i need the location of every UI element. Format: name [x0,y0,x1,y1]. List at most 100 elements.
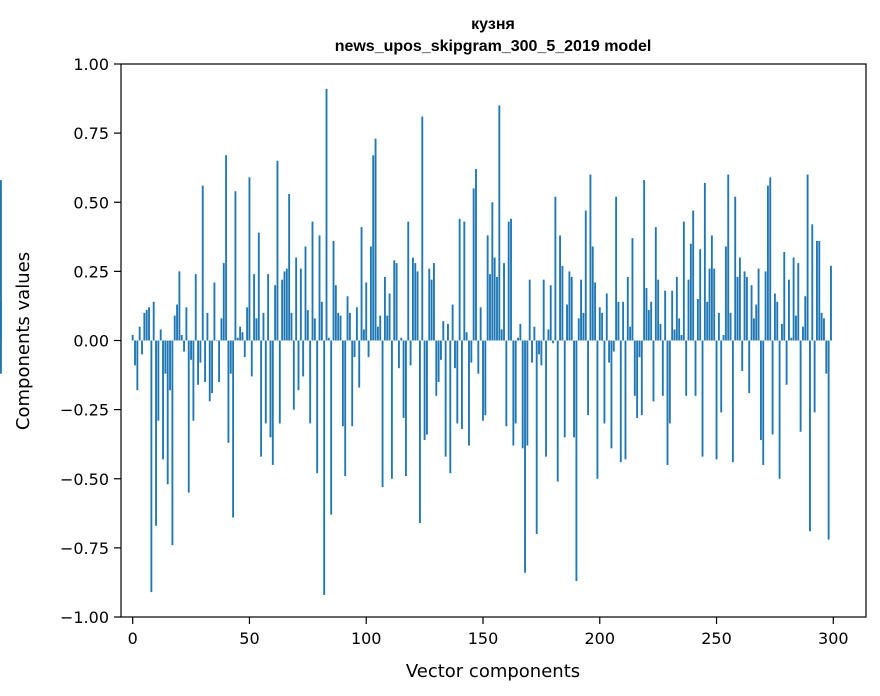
x-tick-label: 50 [239,629,259,648]
bar-21 [180,334,183,341]
bar-4 [141,340,143,355]
bar-52 [253,274,256,341]
y-axis-ticks: −1.00 −0.75 −0.50 −0.25 0.00 0.25 0.50 0.75 1.00 [60,55,121,627]
bar-170 [528,279,531,341]
bar-58 [267,274,270,341]
bar-118 [407,221,410,341]
bar-228 [664,290,667,341]
bar-146 [472,188,475,341]
bar-272 [766,185,769,341]
bar-30 [201,185,204,341]
bar-22 [183,340,185,352]
bar-286 [799,340,802,432]
bar-248 [710,235,713,341]
bar-102 [369,246,372,341]
bar-276 [776,301,779,341]
bar-265 [750,285,753,341]
bar-56 [262,312,265,341]
bar-158 [500,329,503,341]
bar-206 [612,340,615,352]
bar-193 [582,312,585,341]
bar-137 [451,304,454,341]
bar-54 [257,232,260,341]
bar-8 [150,340,153,593]
bar-40 [225,155,228,341]
bar-204 [608,340,611,363]
bar-131 [437,340,440,382]
bar-164 [514,340,517,424]
bar-111 [390,340,393,479]
bar-85 [330,340,333,515]
bar-90 [341,340,344,427]
bar-153 [489,274,491,341]
x-tick-label: 300 [818,629,849,648]
bar-125 [423,340,426,441]
bar-229 [666,340,669,465]
bar-281 [788,279,790,341]
bar-173 [535,340,538,535]
bar-145 [470,340,473,363]
bar-57 [264,340,267,424]
bar-277 [778,340,781,479]
bar-290 [809,340,811,532]
bar-215 [633,340,636,396]
bar-224 [654,227,657,341]
bar-243 [699,249,702,341]
bar-69 [292,340,295,410]
bar-151 [484,340,487,416]
bar-236 [682,221,685,341]
bar-51 [250,340,253,377]
bar-154 [491,202,494,341]
bar-267 [755,304,758,341]
bar-181 [554,196,557,341]
bar-20 [178,271,181,341]
bar-60 [271,340,274,465]
bar-289 [806,174,809,341]
bar-183 [559,235,561,341]
bar-121 [414,263,417,341]
bar-253 [722,334,725,341]
bar-148 [477,340,480,374]
bar-141 [461,340,463,429]
x-tick-label: 0 [128,629,138,648]
bar-undefined [0,340,2,374]
bar-238 [687,279,690,341]
bar-205 [610,340,613,449]
bar-100 [365,282,368,341]
bar-7 [148,307,150,341]
bar-197 [591,246,594,341]
bar-220 [645,287,648,341]
y-tick-label: 0.25 [73,262,109,281]
bar-97 [358,340,361,388]
bar-103 [372,155,375,341]
bar-107 [381,340,384,488]
bar-89 [339,315,342,341]
x-tick-label: 250 [701,629,732,648]
bar-113 [395,263,398,341]
bar-42 [229,340,232,374]
bar-251 [717,312,720,341]
bar-225 [657,279,660,341]
bar-76 [309,340,312,424]
bar-254 [724,246,727,341]
bar-169 [526,340,529,446]
bar-232 [673,329,676,341]
bar-95 [353,340,356,358]
bar-132 [440,340,442,360]
bar-167 [521,340,524,449]
bar-134 [444,340,447,457]
bar-261 [741,340,744,371]
bar-282 [790,337,793,341]
bar-104 [374,138,377,341]
bar-211 [624,340,627,460]
bar-55 [260,340,263,457]
bar-178 [547,329,550,341]
bar-226 [659,323,662,341]
bar-207 [615,196,618,341]
bar-294 [818,240,821,341]
bar-237 [685,340,688,396]
bar-1 [134,340,136,366]
bar-94 [351,340,354,427]
bar-9 [152,301,155,341]
